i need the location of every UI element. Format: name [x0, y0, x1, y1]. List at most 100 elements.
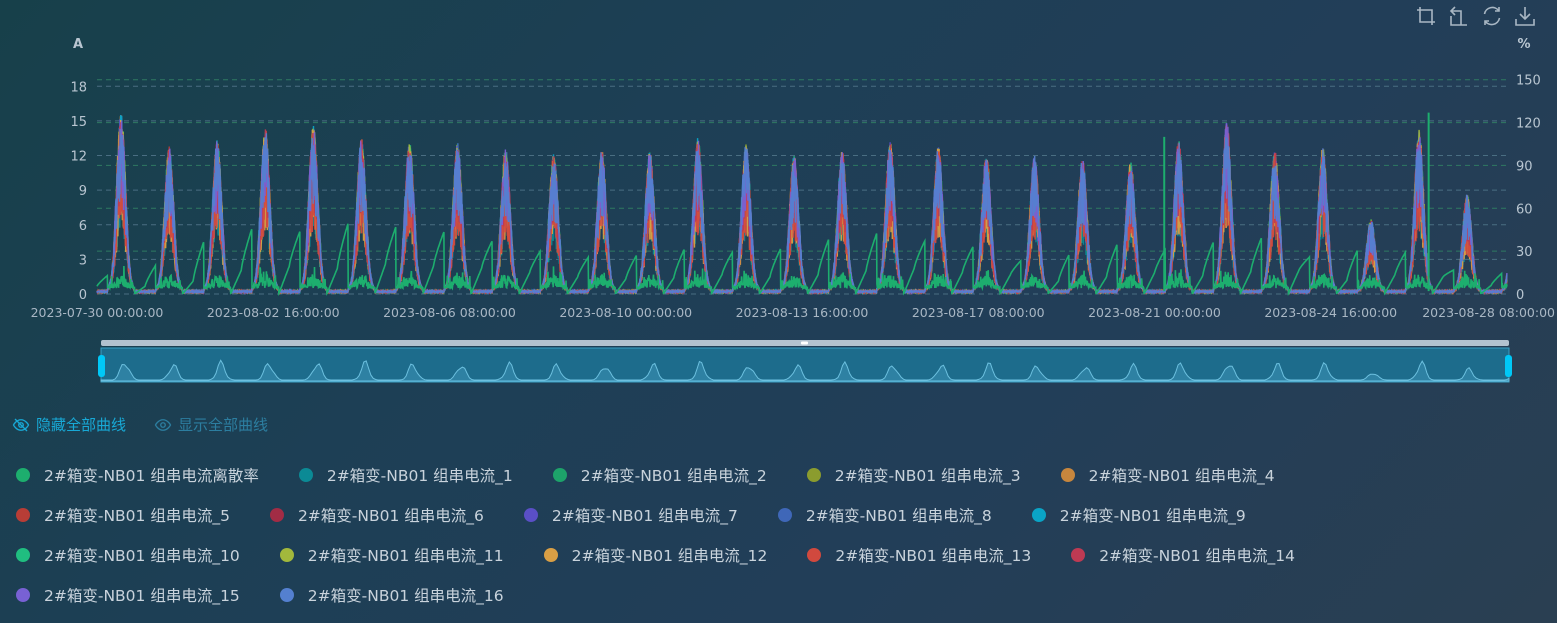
legend-label: 2#箱变-NB01 组串电流_8	[805, 507, 992, 525]
y-left-tick-label: 3	[79, 253, 87, 268]
y-right-tick-label: 0	[1516, 288, 1524, 303]
show-all-curves-button[interactable]: 显示全部曲线	[154, 414, 268, 435]
x-tick-label: 2023-08-17 08:00:00	[912, 305, 1045, 320]
show-all-label: 显示全部曲线	[178, 416, 269, 434]
legend-item[interactable]: 2#箱变-NB01 组串电流_15	[16, 584, 240, 606]
legend-label: 2#箱变-NB01 组串电流_3	[834, 467, 1021, 485]
legend-dot-icon	[806, 468, 821, 482]
legend-dot-icon	[1060, 468, 1075, 482]
y-right-tick-label: 120	[1516, 117, 1541, 132]
y-right-tick-label: 90	[1516, 159, 1533, 174]
y-right-tick-label: 30	[1516, 245, 1533, 260]
legend-item[interactable]: 2#箱变-NB01 组串电流_1	[298, 464, 513, 486]
legend-label: 2#箱变-NB01 组串电流_5	[44, 507, 230, 525]
eye-icon	[154, 418, 172, 431]
legend-item[interactable]: 2#箱变-NB01 组串电流_4	[1060, 464, 1275, 486]
data-zoom-slider	[98, 340, 1512, 383]
eye-off-icon	[12, 418, 30, 431]
legend-item[interactable]: 2#箱变-NB01 组串电流_12	[543, 544, 768, 566]
dispersion-line	[96, 223, 1508, 296]
legend-dot-icon	[16, 588, 30, 602]
zoom-preview	[100, 359, 1510, 382]
legend-label: 2#箱变-NB01 组串电流_1	[326, 467, 513, 485]
y-right-unit: %	[1517, 37, 1530, 52]
y-left-tick-label: 18	[70, 80, 87, 95]
legend-label: 2#箱变-NB01 组串电流_6	[297, 507, 484, 525]
y-left-tick-label: 12	[70, 150, 87, 165]
legend: 2#箱变-NB01 组串电流离散率 2#箱变-NB01 组串电流_1 2#箱变-NB…	[16, 455, 1546, 615]
legend-item[interactable]: 2#箱变-NB01 组串电流_14	[1071, 544, 1295, 566]
hide-all-label: 隐藏全部曲线	[36, 416, 127, 434]
legend-item[interactable]: 2#箱变-NB01 组串电流_11	[279, 544, 504, 566]
legend-item[interactable]: 2#箱变-NB01 组串电流_3	[806, 464, 1021, 486]
legend-label: 2#箱变-NB01 组串电流_13	[835, 547, 1032, 565]
legend-dot-icon	[298, 468, 313, 482]
visibility-controls: 隐藏全部曲线 显示全部曲线	[12, 414, 268, 435]
legend-item[interactable]: 2#箱变-NB01 组串电流_10	[16, 544, 240, 566]
legend-label: 2#箱变-NB01 组串电流_12	[571, 547, 768, 565]
legend-item[interactable]: 2#箱变-NB01 组串电流_5	[16, 504, 230, 526]
legend-dot-icon	[269, 508, 284, 522]
y-left-tick-label: 15	[70, 115, 87, 130]
series-line	[96, 128, 1508, 296]
legend-item[interactable]: 2#箱变-NB01 组串电流_16	[279, 584, 504, 606]
y-left-unit: A	[73, 37, 83, 52]
x-tick-label: 2023-08-02 16:00:00	[207, 305, 340, 320]
legend-label: 2#箱变-NB01 组串电流_11	[307, 547, 504, 565]
legend-label: 2#箱变-NB01 组串电流_9	[1059, 507, 1246, 525]
legend-dot-icon	[1071, 548, 1086, 562]
legend-item[interactable]: 2#箱变-NB01 组串电流离散率	[16, 464, 259, 486]
legend-row: 2#箱变-NB01 组串电流离散率 2#箱变-NB01 组串电流_1 2#箱变-NB…	[16, 455, 1546, 495]
legend-row: 2#箱变-NB01 组串电流_15 2#箱变-NB01 组串电流_16	[16, 575, 1546, 615]
legend-label: 2#箱变-NB01 组串电流离散率	[44, 467, 259, 485]
legend-dot-icon	[16, 508, 30, 522]
zoom-handle-left[interactable]	[98, 355, 105, 377]
toolbox	[1414, 4, 1537, 28]
x-tick-label: 2023-08-28 08:00:00	[1422, 305, 1555, 320]
legend-dot-icon	[279, 548, 294, 562]
legend-label: 2#箱变-NB01 组串电流_7	[551, 507, 738, 525]
zoom-handle-right[interactable]	[1505, 355, 1512, 377]
y-axis-left: A 0 3 6 9 12 15 18	[70, 37, 87, 303]
legend-row: 2#箱变-NB01 组串电流_5 2#箱变-NB01 组串电流_6 2#箱变-NB0…	[16, 495, 1546, 535]
legend-dot-icon	[16, 548, 30, 562]
legend-item[interactable]: 2#箱变-NB01 组串电流_13	[807, 544, 1031, 566]
legend-label: 2#箱变-NB01 组串电流_4	[1088, 467, 1275, 485]
chart-grid	[97, 79, 1507, 295]
series-layer	[96, 112, 1508, 296]
legend-dot-icon	[552, 468, 567, 482]
restore-icon[interactable]	[1480, 4, 1504, 28]
legend-item[interactable]: 2#箱变-NB01 组串电流_8	[777, 504, 992, 526]
legend-item[interactable]: 2#箱变-NB01 组串电流_7	[523, 504, 738, 526]
legend-dot-icon	[279, 588, 294, 602]
legend-dot-icon	[777, 508, 792, 522]
chart: A 0 3 6 9 12 15 18 % 0 30 60 90 120 150 2023-07-30 00…	[31, 37, 1555, 383]
x-tick-label: 2023-08-13 16:00:00	[736, 305, 869, 320]
legend-item[interactable]: 2#箱变-NB01 组串电流_9	[1031, 504, 1246, 526]
legend-label: 2#箱变-NB01 组串电流_14	[1099, 547, 1295, 565]
legend-label: 2#箱变-NB01 组串电流_2	[580, 467, 767, 485]
legend-item[interactable]: 2#箱变-NB01 组串电流_2	[552, 464, 767, 486]
legend-dot-icon	[543, 548, 558, 562]
y-left-tick-label: 6	[79, 219, 87, 234]
y-axis-right: % 0 30 60 90 120 150	[1516, 37, 1541, 303]
x-axis: 2023-07-30 00:00:00 2023-08-02 16:00:00 20…	[31, 305, 1555, 320]
zoom-icon[interactable]	[1414, 4, 1438, 28]
legend-dot-icon	[523, 508, 538, 522]
x-tick-label: 2023-08-24 16:00:00	[1264, 305, 1397, 320]
legend-dot-icon	[1031, 508, 1046, 522]
zoom-reset-icon[interactable]	[1447, 4, 1471, 28]
x-tick-label: 2023-08-21 00:00:00	[1088, 305, 1221, 320]
legend-item[interactable]: 2#箱变-NB01 组串电流_6	[269, 504, 484, 526]
legend-dot-icon	[16, 468, 30, 482]
y-right-tick-label: 60	[1516, 202, 1533, 217]
zoom-move-handle	[801, 341, 808, 345]
x-tick-label: 2023-08-06 08:00:00	[383, 305, 516, 320]
legend-label: 2#箱变-NB01 组串电流_10	[44, 547, 240, 565]
x-tick-label: 2023-07-30 00:00:00	[31, 305, 164, 320]
y-right-tick-label: 150	[1516, 74, 1541, 89]
hide-all-curves-button[interactable]: 隐藏全部曲线	[12, 414, 126, 435]
legend-label: 2#箱变-NB01 组串电流_16	[307, 587, 504, 605]
x-tick-label: 2023-08-10 00:00:00	[559, 305, 692, 320]
save-image-icon[interactable]	[1513, 4, 1537, 28]
